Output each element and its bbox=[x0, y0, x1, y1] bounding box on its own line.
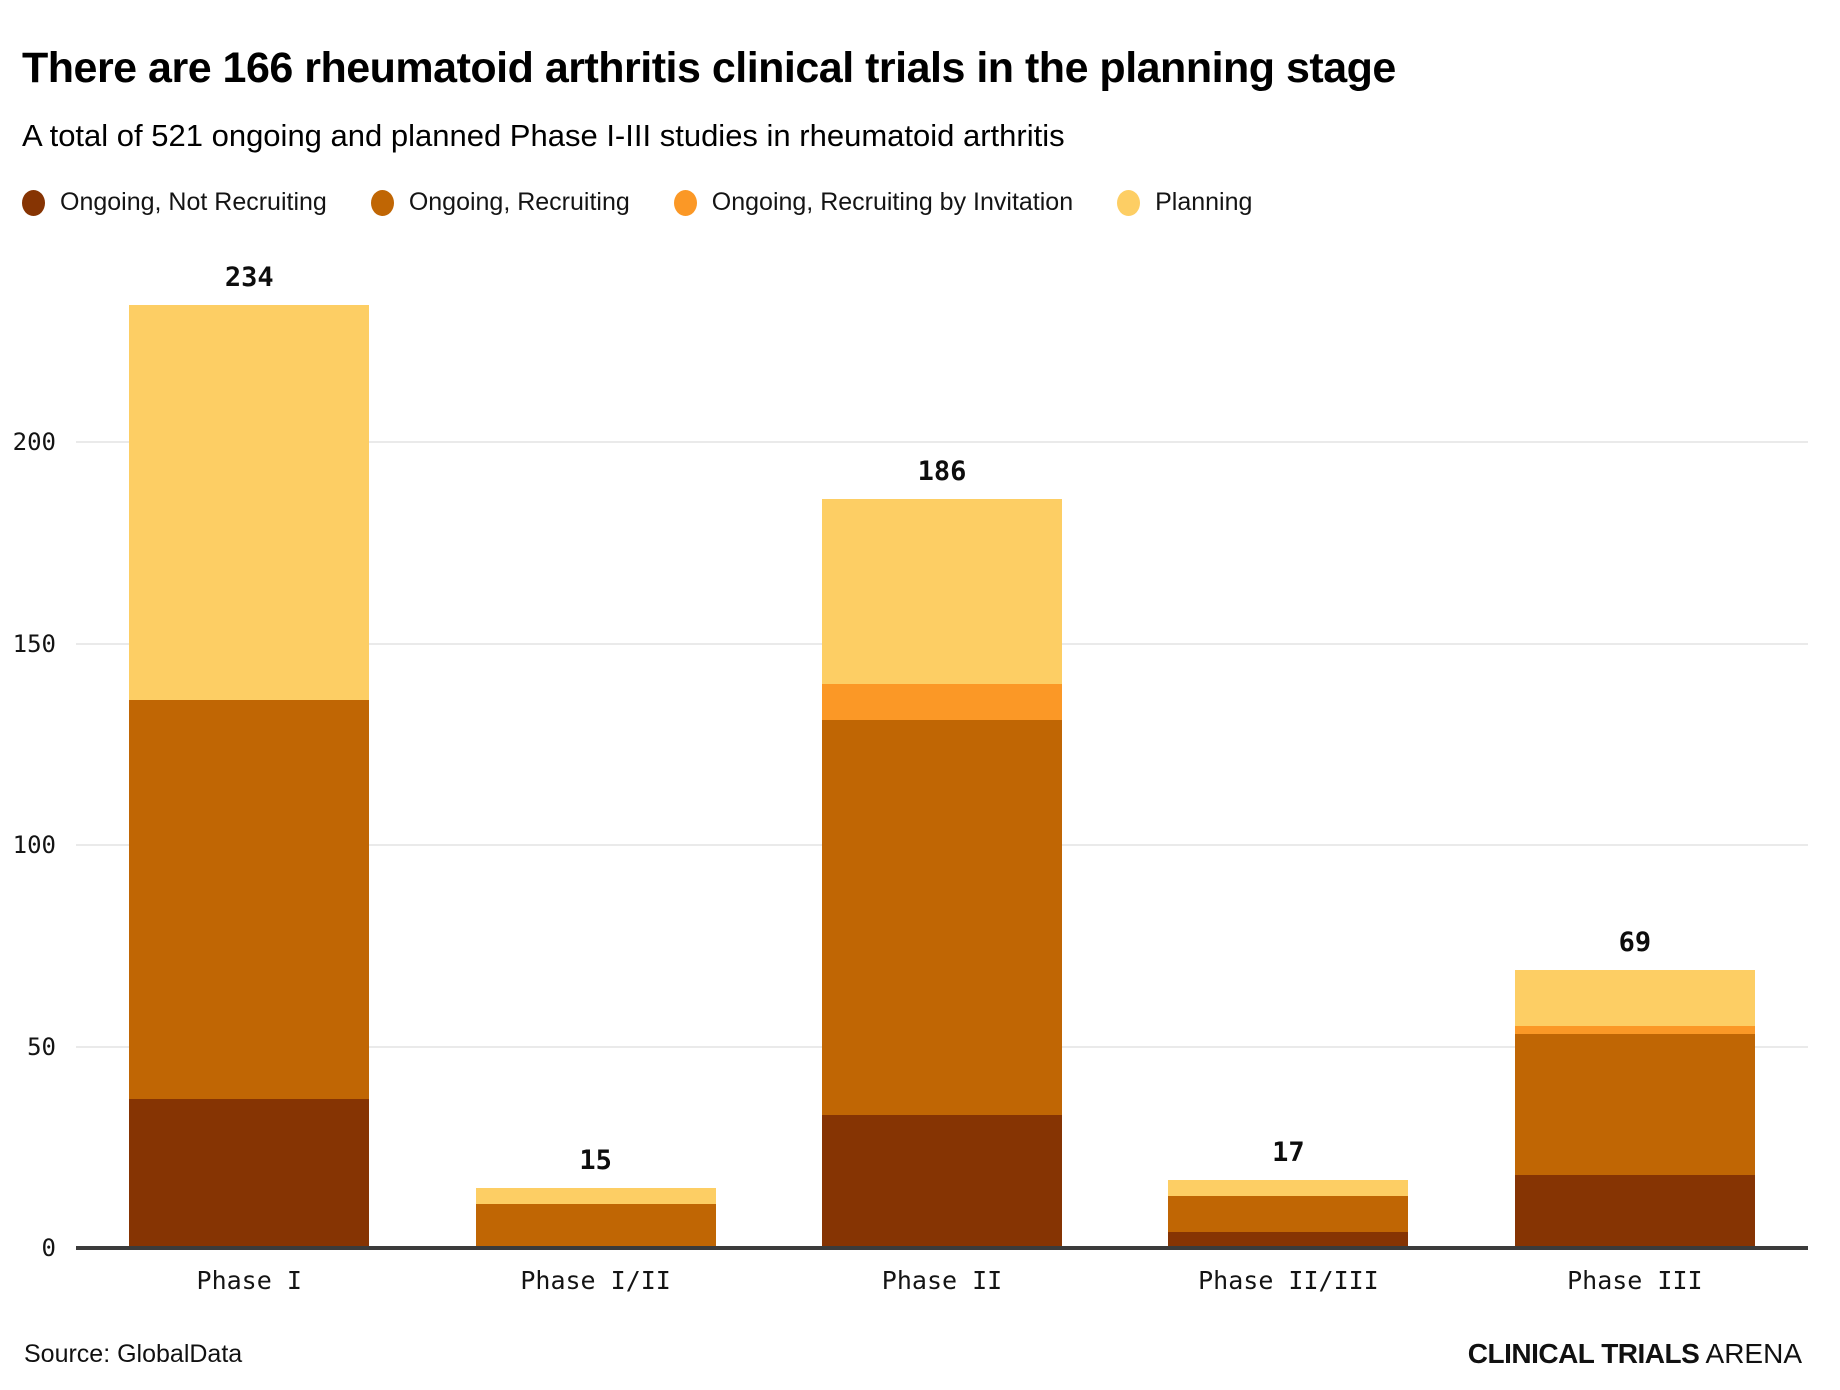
page-title: There are 166 rheumatoid arthritis clini… bbox=[22, 44, 1396, 92]
brand-logo: CLINICAL TRIALS ARENA bbox=[1468, 1338, 1802, 1370]
bar-band-phase-ii-iii: 17 Phase II/III bbox=[1115, 281, 1461, 1295]
stacked-bar-phase-ii-iii: 17 bbox=[1168, 1137, 1409, 1248]
x-axis-label: Phase I/II bbox=[520, 1266, 671, 1295]
stacked-bar-phase-iii: 69 bbox=[1514, 927, 1755, 1248]
legend-item-ongoing-recruiting: Ongoing, Recruiting bbox=[370, 188, 630, 217]
bar-segment-ongoing-not-recruiting bbox=[1514, 1175, 1755, 1248]
gridline-y200 bbox=[76, 441, 1808, 444]
bar-total-label: 17 bbox=[1272, 1136, 1305, 1168]
bar-segment-ongoing-not-recruiting bbox=[129, 1098, 370, 1248]
legend-dot-icon bbox=[370, 189, 394, 216]
page-subtitle: A total of 521 ongoing and planned Phase… bbox=[22, 118, 1065, 153]
legend-dot-icon bbox=[22, 189, 45, 216]
brand-logo-bold: CLINICAL TRIALS bbox=[1467, 1338, 1700, 1369]
legend-dot-icon bbox=[673, 189, 697, 216]
x-axis-label: Phase III bbox=[1567, 1266, 1703, 1295]
bar-segment-ongoing-not-recruiting bbox=[1168, 1231, 1409, 1248]
legend-item-recruiting-by-invitation: Ongoing, Recruiting by Invitation bbox=[673, 188, 1074, 217]
legend-item-ongoing-not-recruiting: Ongoing, Not Recruiting bbox=[22, 188, 327, 217]
bar-band-phase-i: 234 Phase I bbox=[76, 262, 422, 1295]
x-axis-label: Phase II bbox=[881, 1266, 1003, 1295]
y-tick-label: 150 bbox=[12, 629, 56, 658]
x-axis-label: Phase II/III bbox=[1198, 1266, 1379, 1295]
bar-segment-ongoing-recruiting bbox=[129, 700, 370, 1099]
bar-band-phase-iii: 69 Phase III bbox=[1462, 281, 1808, 1295]
bar-band-phase-ii: 186 Phase II bbox=[769, 281, 1115, 1295]
legend-item-planning: Planning bbox=[1117, 188, 1252, 217]
legend-label: Ongoing, Not Recruiting bbox=[60, 188, 327, 216]
y-tick-label: 50 bbox=[27, 1032, 56, 1061]
source-credit: Source: GlobalData bbox=[24, 1340, 243, 1368]
bar-segment-ongoing-not-recruiting bbox=[822, 1115, 1063, 1248]
bar-segment-ongoing-recruiting bbox=[1168, 1195, 1409, 1232]
y-tick-label: 100 bbox=[12, 831, 56, 860]
stacked-bar-phase-i: 234 bbox=[129, 262, 370, 1248]
stacked-bar-phase-i-ii: 15 bbox=[475, 1145, 716, 1248]
plot-area: 0 50 100 150 200 234 Phase I 15 Phase I/II 186 Pha… bbox=[0, 262, 1808, 1295]
bar-segment-ongoing-recruiting bbox=[475, 1203, 716, 1248]
bar-segment-planning bbox=[475, 1187, 716, 1204]
bar-total-label: 186 bbox=[917, 455, 967, 487]
legend-label: Ongoing, Recruiting bbox=[408, 188, 630, 216]
bar-segment-ongoing-recruiting-by-invitation bbox=[822, 683, 1063, 721]
bars-container: 234 Phase I 15 Phase I/II 186 Phase II 17 Phase… bbox=[76, 262, 1808, 1295]
bar-total-label: 234 bbox=[224, 262, 274, 294]
legend-label: Ongoing, Recruiting by Invitation bbox=[711, 188, 1074, 216]
x-axis-label: Phase I bbox=[196, 1266, 302, 1295]
legend-label: Planning bbox=[1155, 188, 1253, 216]
bar-total-label: 15 bbox=[579, 1144, 612, 1176]
legend-dot-icon bbox=[1117, 189, 1141, 216]
bar-segment-planning bbox=[129, 305, 370, 701]
bar-segment-planning bbox=[1514, 970, 1755, 1027]
bar-segment-ongoing-recruiting bbox=[822, 720, 1063, 1116]
brand-logo-light: ARENA bbox=[1699, 1338, 1802, 1369]
bar-segment-ongoing-recruiting-by-invitation bbox=[1514, 1026, 1755, 1035]
x-axis-line bbox=[76, 1246, 1808, 1250]
bar-band-phase-i-ii: 15 Phase I/II bbox=[422, 281, 768, 1295]
y-tick-label: 0 bbox=[41, 1234, 56, 1262]
bar-total-label: 69 bbox=[1618, 927, 1652, 959]
y-tick-label: 200 bbox=[12, 428, 56, 457]
bar-segment-planning bbox=[822, 498, 1063, 684]
chart-legend: Ongoing, Not Recruiting Ongoing, Recruit… bbox=[22, 188, 1252, 217]
stacked-bar-phase-ii: 186 bbox=[822, 456, 1063, 1248]
bar-segment-planning bbox=[1168, 1179, 1409, 1196]
bar-segment-ongoing-recruiting bbox=[1514, 1034, 1755, 1176]
